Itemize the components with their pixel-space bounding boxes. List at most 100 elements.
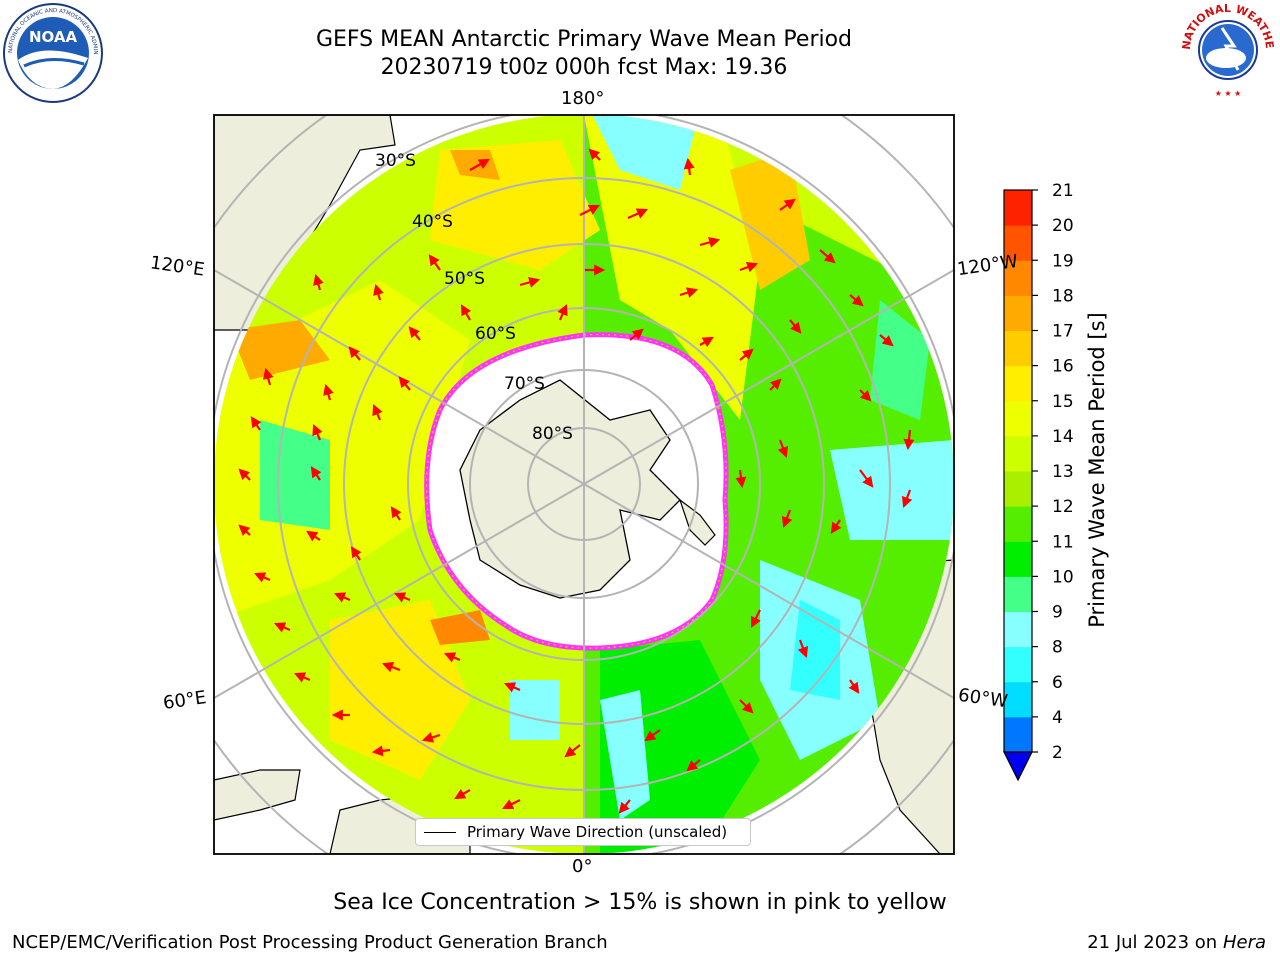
arrow <box>789 319 802 334</box>
arrow <box>644 729 661 742</box>
colorbar-tick-label: 14 <box>1052 427 1074 447</box>
colorbar: 2 4 6 8 9 10 11 12 13 14 15 16 17 18 19 20 21 <box>1003 181 1074 782</box>
colorbar-step <box>1004 330 1032 367</box>
chart-subtitle: 20230719 t00z 000h fcst Max: 19.36 <box>380 55 788 80</box>
arrow <box>293 672 311 683</box>
arrow <box>779 198 796 211</box>
arrow <box>262 367 274 386</box>
arrow <box>454 788 471 800</box>
arrow <box>333 592 351 603</box>
colorbar-step <box>1004 646 1032 683</box>
colorbar-step <box>1004 225 1032 261</box>
arrow <box>519 277 541 288</box>
arrow <box>797 639 809 659</box>
arrow <box>253 572 271 583</box>
map-frame <box>213 114 955 855</box>
arrow <box>238 468 251 481</box>
arrow <box>390 506 402 521</box>
colorbar-tick-label: 20 <box>1052 216 1074 236</box>
colorbar-tick-label: 12 <box>1052 497 1074 517</box>
arrow <box>629 328 644 341</box>
arrow <box>273 622 291 633</box>
colorbar-step <box>1004 400 1032 437</box>
colorbar-under-extension <box>1003 751 1033 782</box>
arrow <box>393 592 411 603</box>
lat-label-60s: 60°S <box>475 324 516 344</box>
arrow <box>588 148 601 161</box>
colorbar-step <box>1004 576 1032 612</box>
svg-text:★ ★ ★: ★ ★ ★ <box>1215 89 1242 98</box>
footer-date-text: 21 Jul 2023 on <box>1087 932 1223 953</box>
arrow <box>557 303 568 321</box>
arrow <box>460 304 472 321</box>
colorbar-step <box>1004 295 1032 331</box>
colorbar-step <box>1004 716 1032 753</box>
colorbar-step <box>1004 541 1032 577</box>
colorbar-tick-label: 13 <box>1052 462 1074 482</box>
colorbar-tick-label: 6 <box>1052 673 1063 693</box>
arrow <box>859 469 874 488</box>
arrow <box>428 254 441 271</box>
colorbar-step <box>1004 681 1032 718</box>
arrow <box>849 294 864 307</box>
arrow <box>238 524 251 536</box>
arrow <box>443 652 461 663</box>
colorbar-tick-label: 11 <box>1052 532 1074 552</box>
lon-label-0: 0° <box>572 856 593 877</box>
lat-label-40s: 40°S <box>412 212 453 232</box>
arrow <box>408 326 421 341</box>
arrow <box>398 376 411 391</box>
arrow <box>502 799 521 809</box>
chart-title: GEFS MEAN Antarctic Primary Wave Mean Pe… <box>315 27 853 52</box>
colorbar-step <box>1004 190 1032 226</box>
colorbar-tick-label: 18 <box>1052 286 1074 306</box>
arrow <box>699 336 714 348</box>
legend-label: Primary Wave Direction (unscaled) <box>467 823 728 841</box>
arrow <box>618 799 631 814</box>
colorbar-tick-label: 19 <box>1052 251 1074 271</box>
lat-label-80s: 80°S <box>532 424 573 444</box>
arrow <box>735 469 747 489</box>
arrow <box>381 661 401 673</box>
wave-direction-arrows <box>238 148 915 814</box>
arrow <box>859 389 872 402</box>
colorbar-tick-label: 17 <box>1052 322 1074 342</box>
arrow <box>323 383 334 401</box>
arrow <box>679 287 699 298</box>
arrow <box>350 546 362 561</box>
nws-logo: NATIONAL WEATHER SERVICE ★ ★ ★ <box>1176 0 1276 98</box>
arrow <box>371 745 391 757</box>
arrow <box>879 334 894 347</box>
arrow <box>373 283 384 301</box>
arrow <box>250 416 262 431</box>
arrow <box>579 205 600 216</box>
arrow <box>469 158 490 171</box>
arrow <box>421 732 441 743</box>
colorbar-step <box>1004 435 1032 472</box>
arrow <box>310 466 322 481</box>
colorbar-tick-label: 16 <box>1052 357 1074 377</box>
colorbar-tick-label: 4 <box>1052 708 1063 728</box>
arrow <box>903 429 915 451</box>
arrow <box>739 261 759 273</box>
arrow <box>777 439 789 459</box>
footer-credit: NCEP/EMC/Verification Post Processing Pr… <box>12 932 608 953</box>
arrow <box>739 699 754 714</box>
colorbar-label: Primary Wave Mean Period [s] <box>1085 312 1109 628</box>
colorbar-step <box>1004 506 1032 542</box>
colorbar-step <box>1004 471 1032 507</box>
colorbar-step <box>1004 611 1032 648</box>
arrow <box>306 530 321 542</box>
arrow <box>503 682 521 693</box>
arrow <box>739 348 754 361</box>
lat-label-70s: 70°S <box>504 374 545 394</box>
colorbar-step <box>1004 365 1032 402</box>
arrow <box>372 403 383 421</box>
arrow <box>848 679 860 694</box>
arrow <box>901 489 913 509</box>
arrow <box>769 378 782 391</box>
arrow <box>686 759 701 772</box>
lat-label-50s: 50°S <box>444 269 485 289</box>
footer-date: 21 Jul 2023 on Hera <box>1087 932 1266 953</box>
